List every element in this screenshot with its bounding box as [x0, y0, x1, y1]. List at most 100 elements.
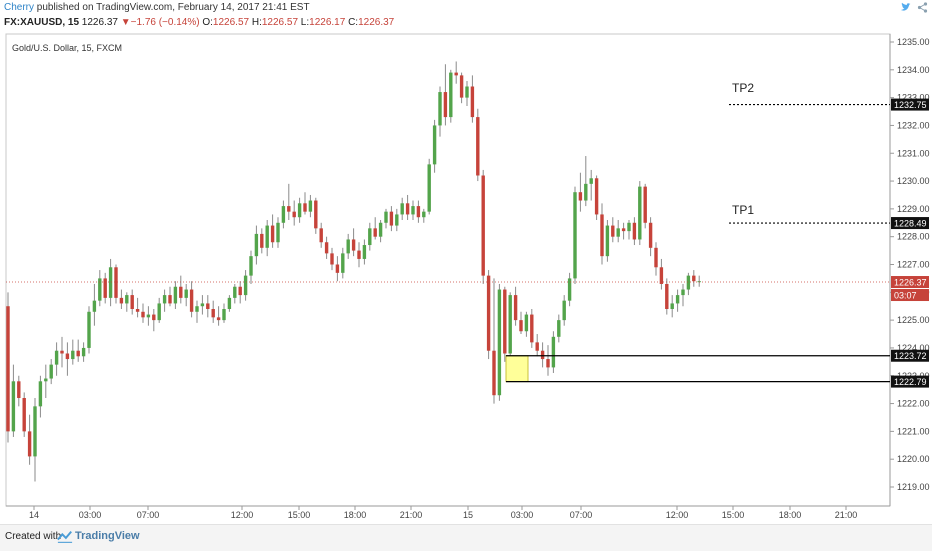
candle-up[interactable]: [308, 200, 313, 212]
candle-up[interactable]: [589, 178, 593, 184]
candle-up[interactable]: [411, 206, 415, 215]
candle-down[interactable]: [621, 228, 626, 232]
candle-down[interactable]: [179, 286, 183, 298]
candle-down[interactable]: [357, 250, 361, 259]
candle-down[interactable]: [17, 381, 21, 398]
candle-up[interactable]: [562, 300, 566, 321]
candle-up[interactable]: [422, 211, 426, 218]
candle-up[interactable]: [249, 256, 253, 276]
candle-up[interactable]: [222, 309, 226, 321]
candle-down[interactable]: [519, 320, 523, 332]
candle-up[interactable]: [341, 253, 345, 273]
candle-up[interactable]: [573, 192, 577, 279]
candle-up[interactable]: [508, 295, 512, 354]
author-link[interactable]: Cherry: [4, 2, 35, 13]
candle-down[interactable]: [659, 267, 664, 284]
candle-down[interactable]: [389, 211, 394, 226]
demand-zone-highlight[interactable]: [505, 355, 529, 383]
candle-up[interactable]: [432, 125, 437, 165]
candle-down[interactable]: [319, 228, 323, 243]
candle-up[interactable]: [681, 289, 685, 296]
share-icon[interactable]: [917, 2, 928, 13]
candle-up[interactable]: [427, 164, 431, 212]
candle-up[interactable]: [125, 295, 129, 304]
candle-down[interactable]: [648, 222, 653, 248]
candle-down[interactable]: [168, 295, 172, 304]
candle-up[interactable]: [497, 289, 502, 396]
candle-down[interactable]: [60, 350, 64, 354]
candle-down[interactable]: [22, 398, 26, 432]
candle-up[interactable]: [173, 286, 178, 304]
candle-down[interactable]: [135, 309, 140, 312]
candle-up[interactable]: [87, 311, 91, 348]
candle-up[interactable]: [346, 239, 350, 254]
candle-up[interactable]: [162, 295, 167, 304]
candle-up[interactable]: [616, 228, 620, 237]
candle-down[interactable]: [692, 275, 696, 282]
candle-up[interactable]: [98, 278, 102, 301]
candle-up[interactable]: [265, 225, 269, 248]
candle-down[interactable]: [503, 289, 507, 354]
candle-down[interactable]: [114, 267, 118, 298]
candle-up[interactable]: [108, 267, 113, 298]
candle-up[interactable]: [54, 350, 59, 365]
candle-down[interactable]: [373, 228, 377, 237]
candle-up[interactable]: [627, 222, 631, 232]
candle-up[interactable]: [38, 381, 43, 407]
candle-up[interactable]: [71, 350, 75, 360]
candle-down[interactable]: [303, 203, 307, 212]
candle-down[interactable]: [216, 317, 221, 321]
candle-up[interactable]: [675, 295, 680, 304]
candle-up[interactable]: [400, 203, 404, 215]
candle-down[interactable]: [76, 350, 80, 357]
candle-down[interactable]: [141, 311, 145, 318]
candle-down[interactable]: [454, 72, 458, 76]
candle-up[interactable]: [605, 225, 610, 257]
candle-down[interactable]: [540, 350, 545, 360]
candle-down[interactable]: [270, 225, 275, 243]
candle-down[interactable]: [238, 286, 242, 296]
candle-down[interactable]: [330, 253, 334, 265]
candle-up[interactable]: [567, 278, 572, 301]
candle-down[interactable]: [486, 275, 491, 351]
candle-down[interactable]: [594, 178, 599, 215]
tradingview-brand[interactable]: TradingView: [75, 530, 140, 542]
candle-up[interactable]: [438, 92, 442, 126]
candle-down[interactable]: [314, 200, 318, 229]
candle-down[interactable]: [6, 306, 10, 432]
candle-down[interactable]: [65, 353, 70, 360]
candle-down[interactable]: [189, 289, 194, 312]
candle-down[interactable]: [335, 264, 340, 273]
candle-down[interactable]: [470, 86, 475, 118]
candle-down[interactable]: [546, 359, 550, 368]
candle-up[interactable]: [92, 300, 97, 312]
candle-up[interactable]: [686, 275, 691, 290]
candle-down[interactable]: [27, 431, 32, 457]
candle-down[interactable]: [130, 295, 134, 309]
candle-down[interactable]: [611, 225, 615, 237]
candle-down[interactable]: [632, 222, 637, 240]
candle-up[interactable]: [378, 222, 383, 237]
tradingview-logo-icon[interactable]: [57, 528, 73, 546]
candle-down[interactable]: [103, 278, 107, 298]
candle-up[interactable]: [670, 303, 674, 309]
candle-up[interactable]: [297, 203, 302, 218]
candle-up[interactable]: [44, 378, 48, 382]
candle-up[interactable]: [184, 289, 188, 298]
candle-up[interactable]: [449, 72, 453, 118]
candle-down[interactable]: [578, 192, 583, 201]
price-chart[interactable]: Gold/U.S. Dollar, 15, FXCM 1219.00 1220.0…: [0, 0, 932, 524]
candle-down[interactable]: [643, 186, 647, 223]
candle-down[interactable]: [476, 117, 480, 176]
candle-up[interactable]: [584, 183, 588, 201]
candle-down[interactable]: [530, 314, 534, 343]
candle-up[interactable]: [227, 297, 232, 309]
candle-down[interactable]: [405, 203, 410, 215]
candle-down[interactable]: [459, 75, 464, 98]
candle-down[interactable]: [351, 239, 356, 251]
candle-up[interactable]: [195, 306, 199, 312]
candle-down[interactable]: [211, 309, 215, 318]
candle-up[interactable]: [384, 211, 388, 223]
candle-up[interactable]: [557, 320, 561, 337]
twitter-icon[interactable]: [900, 2, 911, 13]
